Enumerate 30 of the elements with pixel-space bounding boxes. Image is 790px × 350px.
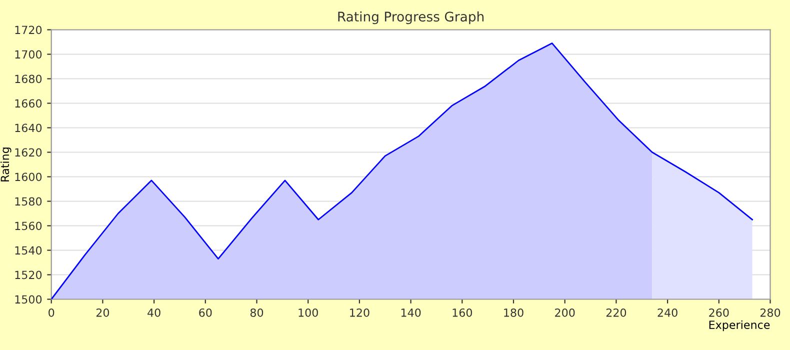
y-tick-label: 1600 [15,172,42,182]
y-tick-label: 1660 [15,99,42,108]
x-axis-title: Experience [709,320,770,332]
x-tick-label: 220 [606,308,626,317]
y-tick-label: 1700 [15,50,42,59]
x-tick-label: 120 [350,308,370,317]
x-tick-label: 140 [401,308,421,317]
x-tick-label: 40 [148,308,160,317]
x-tick-label: 160 [452,308,472,317]
x-tick-label: 260 [709,308,729,317]
x-tick-label: 0 [48,308,54,317]
y-tick-label: 1500 [15,295,42,304]
chart-title: Rating Progress Graph [338,11,484,24]
x-tick-label: 240 [658,308,678,317]
y-tick-label: 1540 [15,246,42,255]
x-tick-label: 180 [504,308,524,317]
y-tick-label: 1520 [15,270,42,280]
y-axis-title: Rating [0,148,12,182]
y-tick-label: 1620 [15,148,42,157]
x-tick-label: 200 [555,308,575,317]
x-tick-label: 80 [250,308,264,317]
x-tick-label: 20 [96,308,110,317]
y-tick-label: 1720 [15,26,42,34]
y-tick-label: 1560 [15,222,42,230]
x-tick-label: 280 [760,308,780,317]
x-tick-label: 100 [298,308,318,317]
x-tick-label: 60 [199,308,212,317]
y-tick-label: 1680 [15,74,42,84]
y-tick-label: 1640 [15,124,42,132]
y-tick-label: 1580 [15,197,42,206]
